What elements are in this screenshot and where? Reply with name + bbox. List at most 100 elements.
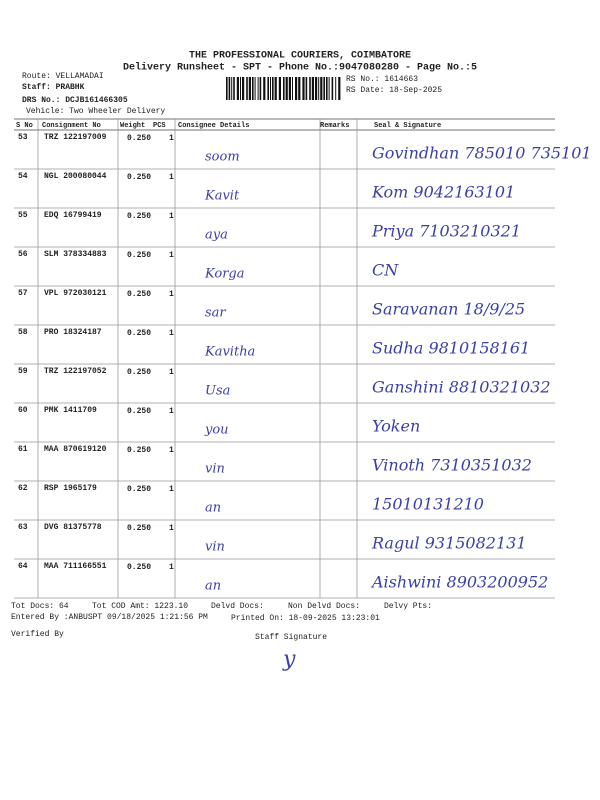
barcode-bar xyxy=(240,77,241,100)
barcode-bar xyxy=(267,77,269,100)
pcs: 1 xyxy=(169,173,174,182)
seal-signature: Ganshini 8810321032 xyxy=(372,378,551,397)
printed-on: Printed On: 18-09-2025 13:23:01 xyxy=(231,614,380,623)
consignment-no: RSP 1965179 xyxy=(44,484,97,493)
consignment-no: MAA 870619120 xyxy=(44,445,107,454)
consignee: you xyxy=(204,423,229,438)
serial-no: 63 xyxy=(18,523,28,532)
staff: Staff: PRABHK xyxy=(22,83,85,92)
barcode-bar xyxy=(231,77,233,100)
column-header: Seal & Signature xyxy=(374,122,441,130)
consignee: vin xyxy=(205,462,225,477)
seal-signature: Kom 9042163101 xyxy=(371,183,515,202)
barcode xyxy=(226,77,341,100)
barcode-bar xyxy=(292,77,293,100)
seal-signature: Priya 7103210321 xyxy=(371,222,521,241)
barcode-bar xyxy=(295,77,298,100)
seal-signature: Sudha 9810158161 xyxy=(372,339,530,358)
serial-no: 61 xyxy=(18,445,28,454)
weight: 0.250 xyxy=(127,212,151,221)
pcs: 1 xyxy=(169,563,174,572)
barcode-bar xyxy=(328,77,330,100)
weight: 0.250 xyxy=(127,329,151,338)
barcode-bar xyxy=(285,77,288,100)
barcode-bar xyxy=(254,77,256,100)
barcode-bar xyxy=(274,77,277,100)
barcode-bar xyxy=(252,77,254,100)
barcode-bar xyxy=(246,77,248,100)
barcode-bar xyxy=(298,77,301,100)
seal-signature: Yoken xyxy=(372,417,420,436)
rs-date: RS Date: 18-Sep-2025 xyxy=(346,86,442,95)
weight: 0.250 xyxy=(127,173,151,182)
barcode-bar xyxy=(283,77,285,100)
barcode-bar xyxy=(257,77,259,100)
weight: 0.250 xyxy=(127,563,151,572)
serial-no: 64 xyxy=(18,562,28,571)
barcode-bar xyxy=(236,77,239,100)
serial-no: 54 xyxy=(18,172,28,181)
barcode-bar xyxy=(228,77,231,100)
column-header: Weight xyxy=(120,122,145,130)
pcs: 1 xyxy=(169,290,174,299)
barcode-bar xyxy=(226,77,228,100)
barcode-bar xyxy=(270,77,271,100)
consignee: Usa xyxy=(205,384,230,399)
column-header: Consignment No xyxy=(42,122,101,130)
pcs: 1 xyxy=(169,407,174,416)
consignment-no: SLM 378334883 xyxy=(44,250,107,259)
staff-signature: Staff Signature xyxy=(255,633,327,642)
non-delvd-docs: Non Delvd Docs: xyxy=(288,602,360,611)
pcs: 1 xyxy=(169,329,174,338)
consignment-no: PRO 18324187 xyxy=(44,328,102,337)
barcode-bar xyxy=(288,77,291,100)
seal-signature: Saravanan 18/9/25 xyxy=(372,300,525,319)
seal-signature: Vinoth 7310351032 xyxy=(372,456,532,475)
pcs: 1 xyxy=(169,251,174,260)
barcode-bar xyxy=(302,77,305,100)
weight: 0.250 xyxy=(127,407,151,416)
verified-by: Verified By xyxy=(11,630,64,639)
table: S No Consignment No Weight PCS Consignee Det… xyxy=(14,118,592,599)
serial-no: 53 xyxy=(18,133,28,142)
barcode-bar xyxy=(248,77,251,100)
signature: y xyxy=(282,647,296,672)
pcs: 1 xyxy=(169,134,174,143)
consignee: Kavit xyxy=(204,189,240,204)
serial-no: 56 xyxy=(18,250,28,259)
consignee: vin xyxy=(205,540,225,555)
weight: 0.250 xyxy=(127,485,151,494)
pcs: 1 xyxy=(169,485,174,494)
consignee: soom xyxy=(205,150,240,165)
column-header: Consignee Details xyxy=(178,122,249,130)
pcs: 1 xyxy=(169,524,174,533)
serial-no: 62 xyxy=(18,484,28,493)
consignment-no: PMK 1411709 xyxy=(44,406,97,415)
barcode-bar xyxy=(309,77,311,100)
serial-no: 57 xyxy=(18,289,28,298)
barcode-bar xyxy=(320,77,323,100)
weight: 0.250 xyxy=(127,368,151,377)
pcs: 1 xyxy=(169,446,174,455)
serial-no: 55 xyxy=(18,211,28,220)
weight: 0.250 xyxy=(127,524,151,533)
consignment-no: NGL 200080044 xyxy=(44,172,107,181)
barcode-bar xyxy=(315,77,318,100)
route: Route: VELLAMADAI xyxy=(22,72,104,81)
seal-signature: Govindhan 785010 735101 xyxy=(372,144,592,163)
weight: 0.250 xyxy=(127,446,151,455)
seal-signature: Ragul 9315082131 xyxy=(371,534,527,553)
pcs: 1 xyxy=(169,368,174,377)
column-header: S No xyxy=(16,122,33,130)
consignment-no: TRZ 122197052 xyxy=(44,367,107,376)
barcode-bar xyxy=(259,77,262,100)
barcode-bar xyxy=(338,77,341,100)
barcode-bar xyxy=(311,77,314,100)
serial-no: 59 xyxy=(18,367,28,376)
barcode-bar xyxy=(242,77,245,100)
barcode-bar xyxy=(335,77,337,100)
serial-no: 58 xyxy=(18,328,28,337)
entered-by: Entered By :ANBUSPT 09/18/2025 1:21:56 P… xyxy=(11,613,208,622)
